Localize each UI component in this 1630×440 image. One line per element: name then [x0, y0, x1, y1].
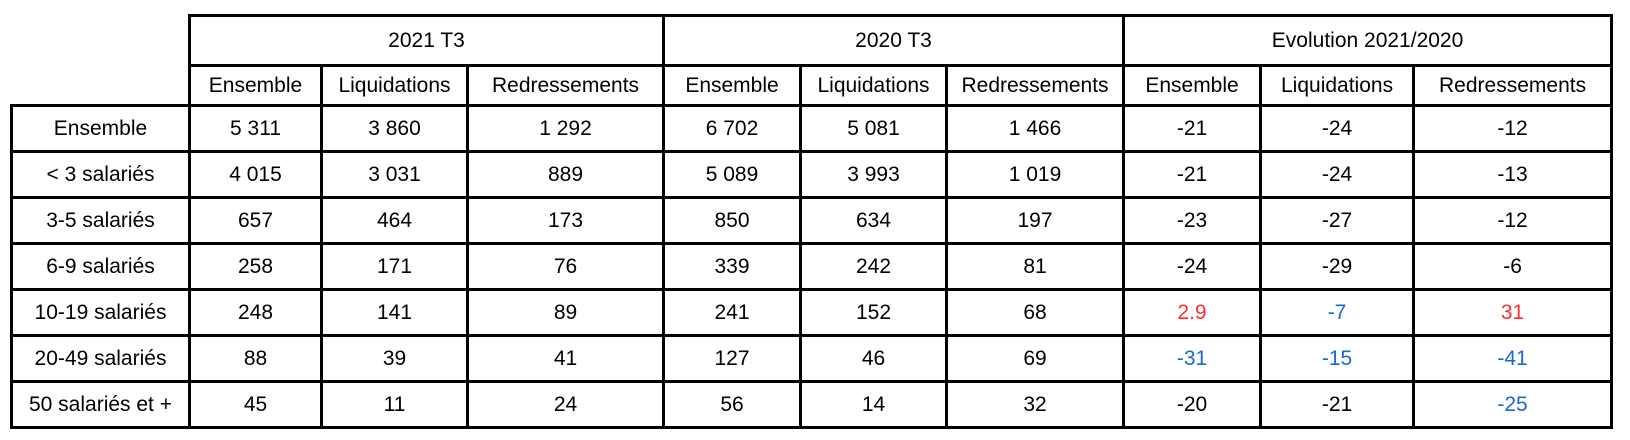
- table-cell: 31: [1412, 288, 1614, 337]
- table-cell: 89: [465, 288, 666, 337]
- table-cell: 242: [799, 242, 949, 291]
- table-cell: 634: [799, 196, 949, 245]
- table-cell: 24: [465, 380, 666, 429]
- table-cell: 14: [799, 380, 949, 429]
- table-cell: -12: [1412, 104, 1614, 153]
- row-label: 3-5 salariés: [10, 196, 191, 245]
- table-row-20-49-salaries: 20-49 salariés 88 39 41 127 46 69 -31 -1…: [10, 334, 1614, 383]
- table-cell: 248: [188, 288, 323, 337]
- table-cell: 69: [945, 334, 1126, 383]
- row-label: 6-9 salariés: [10, 242, 191, 291]
- table-cell: 5 081: [799, 104, 949, 153]
- table-row-lt3-salaries: < 3 salariés 4 015 3 031 889 5 089 3 993…: [10, 150, 1614, 199]
- table-cell: 1 466: [945, 104, 1126, 153]
- table-cell: 41: [465, 334, 666, 383]
- sub-header-ensemble-2021: Ensemble: [188, 64, 323, 107]
- table-cell: 657: [188, 196, 323, 245]
- row-label: 20-49 salariés: [10, 334, 191, 383]
- table-cell: 76: [465, 242, 666, 291]
- table-cell: -6: [1412, 242, 1614, 291]
- row-label: 50 salariés et +: [10, 380, 191, 429]
- table-cell: -24: [1122, 242, 1263, 291]
- sub-header-redressements-2021: Redressements: [465, 64, 666, 107]
- row-label: < 3 salariés: [10, 150, 191, 199]
- table-cell: -7: [1259, 288, 1416, 337]
- table-cell: 173: [465, 196, 666, 245]
- sub-header-liquidations-evolution: Liquidations: [1259, 64, 1416, 107]
- table-cell: -24: [1259, 150, 1416, 199]
- column-group-evolution: Evolution 2021/2020: [1122, 14, 1614, 67]
- table-cell: -25: [1412, 380, 1614, 429]
- table-cell: 1 019: [945, 150, 1126, 199]
- table-cell: 68: [945, 288, 1126, 337]
- table-cell: 39: [320, 334, 469, 383]
- column-group-header-row: 2021 T3 2020 T3 Evolution 2021/2020: [12, 14, 1614, 67]
- table-cell: 197: [945, 196, 1126, 245]
- table-row-6-9-salaries: 6-9 salariés 258 171 76 339 242 81 -24 -…: [10, 242, 1614, 291]
- sub-header-redressements-evolution: Redressements: [1412, 64, 1614, 107]
- table-cell: 88: [188, 334, 323, 383]
- table-cell: -24: [1259, 104, 1416, 153]
- sub-header-liquidations-2021: Liquidations: [320, 64, 469, 107]
- corner-empty-cell: [12, 16, 190, 106]
- table-row-50-plus-salaries: 50 salariés et + 45 11 24 56 14 32 -20 -…: [10, 380, 1614, 429]
- insolvency-table: 2021 T3 2020 T3 Evolution 2021/2020 Ense…: [10, 14, 1614, 429]
- table-cell: 6 702: [662, 104, 803, 153]
- table-cell: 5 311: [188, 104, 323, 153]
- table-cell: 152: [799, 288, 949, 337]
- table-cell: -13: [1412, 150, 1614, 199]
- table-cell: 3 993: [799, 150, 949, 199]
- table-cell: 127: [662, 334, 803, 383]
- sub-header-ensemble-evolution: Ensemble: [1122, 64, 1263, 107]
- table-cell: -41: [1412, 334, 1614, 383]
- table-cell: 464: [320, 196, 469, 245]
- table-cell: -20: [1122, 380, 1263, 429]
- table-cell: 141: [320, 288, 469, 337]
- table-cell: -21: [1122, 104, 1263, 153]
- table-cell: 850: [662, 196, 803, 245]
- table-cell: 1 292: [465, 104, 666, 153]
- table-cell: 3 031: [320, 150, 469, 199]
- table-cell: -31: [1122, 334, 1263, 383]
- table-cell: 339: [662, 242, 803, 291]
- table-cell: -21: [1259, 380, 1416, 429]
- table-cell: 56: [662, 380, 803, 429]
- table-cell: -15: [1259, 334, 1416, 383]
- table-cell: 5 089: [662, 150, 803, 199]
- table-cell: -23: [1122, 196, 1263, 245]
- table-cell: 2.9: [1122, 288, 1263, 337]
- table-cell: -29: [1259, 242, 1416, 291]
- table-cell: 45: [188, 380, 323, 429]
- table-cell: 4 015: [188, 150, 323, 199]
- table-cell: -12: [1412, 196, 1614, 245]
- table-cell: -21: [1122, 150, 1263, 199]
- table-row-ensemble: Ensemble 5 311 3 860 1 292 6 702 5 081 1…: [10, 104, 1614, 153]
- table-cell: 171: [320, 242, 469, 291]
- sub-header-row: Ensemble Liquidations Redressements Ense…: [12, 64, 1614, 107]
- table-cell: 46: [799, 334, 949, 383]
- table-cell: 32: [945, 380, 1126, 429]
- table-cell: 258: [188, 242, 323, 291]
- table-cell: 81: [945, 242, 1126, 291]
- table-row-3-5-salaries: 3-5 salariés 657 464 173 850 634 197 -23…: [10, 196, 1614, 245]
- table-cell: 241: [662, 288, 803, 337]
- column-group-2020-t3: 2020 T3: [662, 14, 1126, 67]
- table-row-10-19-salaries: 10-19 salariés 248 141 89 241 152 68 2.9…: [10, 288, 1614, 337]
- table-cell: 11: [320, 380, 469, 429]
- row-label: Ensemble: [10, 104, 191, 153]
- table-cell: 3 860: [320, 104, 469, 153]
- sub-header-liquidations-2020: Liquidations: [799, 64, 949, 107]
- table-cell: 889: [465, 150, 666, 199]
- table-cell: -27: [1259, 196, 1416, 245]
- row-label: 10-19 salariés: [10, 288, 191, 337]
- column-group-2021-t3: 2021 T3: [187, 14, 666, 67]
- sub-header-ensemble-2020: Ensemble: [662, 64, 803, 107]
- sub-header-redressements-2020: Redressements: [945, 64, 1126, 107]
